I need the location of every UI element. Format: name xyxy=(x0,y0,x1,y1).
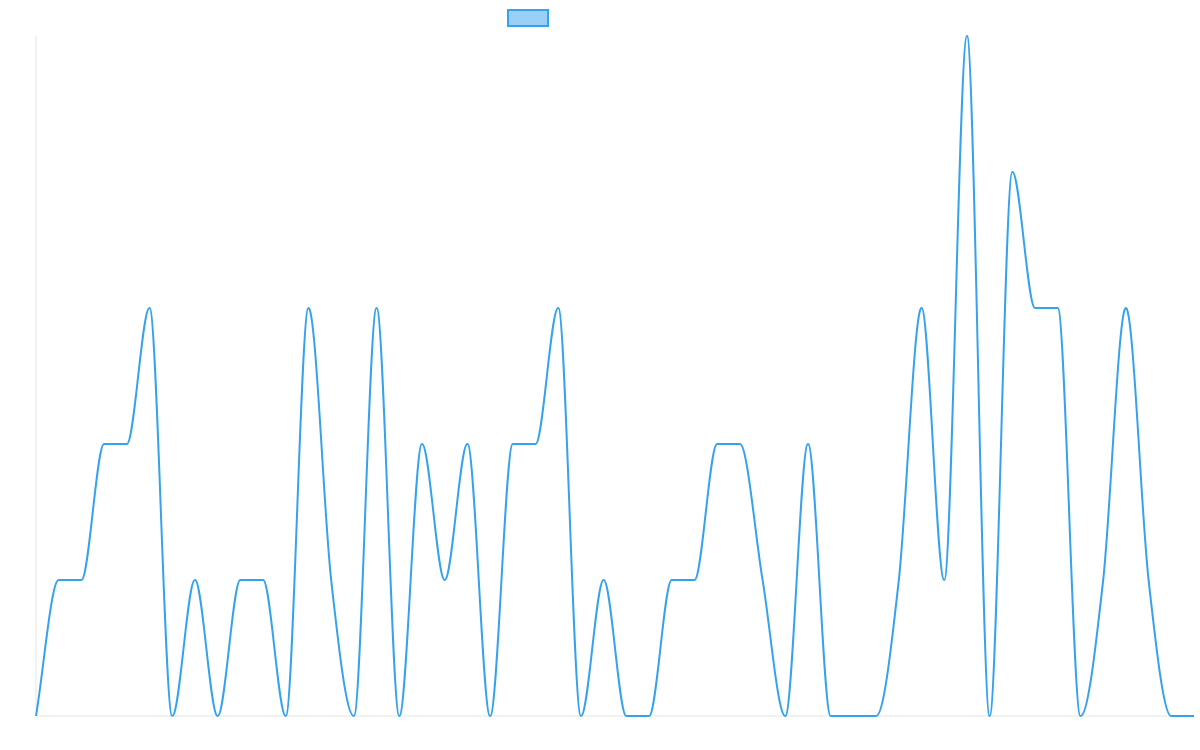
data-point-43[interactable] xyxy=(1006,166,1018,178)
data-point-28[interactable] xyxy=(666,574,678,586)
data-point-22[interactable] xyxy=(530,438,542,450)
data-point-6[interactable] xyxy=(166,710,178,722)
data-point-39[interactable] xyxy=(916,302,928,314)
legend[interactable] xyxy=(507,9,549,27)
data-point-40[interactable] xyxy=(938,574,950,586)
data-point-41[interactable] xyxy=(961,30,973,42)
data-point-34[interactable] xyxy=(802,438,814,450)
data-point-49[interactable] xyxy=(1143,574,1155,586)
data-point-35[interactable] xyxy=(825,710,837,722)
data-point-45[interactable] xyxy=(1052,302,1064,314)
data-point-20[interactable] xyxy=(484,710,496,722)
data-point-23[interactable] xyxy=(552,302,564,314)
data-point-51[interactable] xyxy=(1188,710,1200,722)
data-point-17[interactable] xyxy=(416,438,428,450)
data-point-13[interactable] xyxy=(325,574,337,586)
data-point-25[interactable] xyxy=(598,574,610,586)
data-point-26[interactable] xyxy=(620,710,632,722)
data-point-38[interactable] xyxy=(893,574,905,586)
data-point-11[interactable] xyxy=(280,710,292,722)
data-point-27[interactable] xyxy=(643,710,655,722)
data-point-3[interactable] xyxy=(98,438,110,450)
data-point-37[interactable] xyxy=(870,710,882,722)
data-point-19[interactable] xyxy=(461,438,473,450)
data-point-29[interactable] xyxy=(688,574,700,586)
data-point-2[interactable] xyxy=(75,574,87,586)
data-point-9[interactable] xyxy=(234,574,246,586)
data-point-32[interactable] xyxy=(757,574,769,586)
data-point-33[interactable] xyxy=(779,710,791,722)
data-point-50[interactable] xyxy=(1165,710,1177,722)
axes xyxy=(35,36,1194,717)
data-point-4[interactable] xyxy=(121,438,133,450)
data-point-7[interactable] xyxy=(189,574,201,586)
data-point-47[interactable] xyxy=(1097,574,1109,586)
data-point-0[interactable] xyxy=(30,710,42,722)
data-point-14[interactable] xyxy=(348,710,360,722)
data-point-1[interactable] xyxy=(53,574,65,586)
data-point-44[interactable] xyxy=(1029,302,1041,314)
data-point-46[interactable] xyxy=(1074,710,1086,722)
data-point-42[interactable] xyxy=(984,710,996,722)
data-point-10[interactable] xyxy=(257,574,269,586)
data-point-24[interactable] xyxy=(575,710,587,722)
data-point-15[interactable] xyxy=(371,302,383,314)
data-point-48[interactable] xyxy=(1120,302,1132,314)
data-point-30[interactable] xyxy=(711,438,723,450)
data-point-12[interactable] xyxy=(302,302,314,314)
data-point-16[interactable] xyxy=(393,710,405,722)
data-point-5[interactable] xyxy=(144,302,156,314)
series-layer xyxy=(30,30,1200,722)
data-point-8[interactable] xyxy=(212,710,224,722)
data-point-18[interactable] xyxy=(439,574,451,586)
series-line-0 xyxy=(35,35,1194,717)
legend-swatch[interactable] xyxy=(507,9,549,27)
data-point-36[interactable] xyxy=(847,710,859,722)
data-point-31[interactable] xyxy=(734,438,746,450)
data-point-21[interactable] xyxy=(507,438,519,450)
